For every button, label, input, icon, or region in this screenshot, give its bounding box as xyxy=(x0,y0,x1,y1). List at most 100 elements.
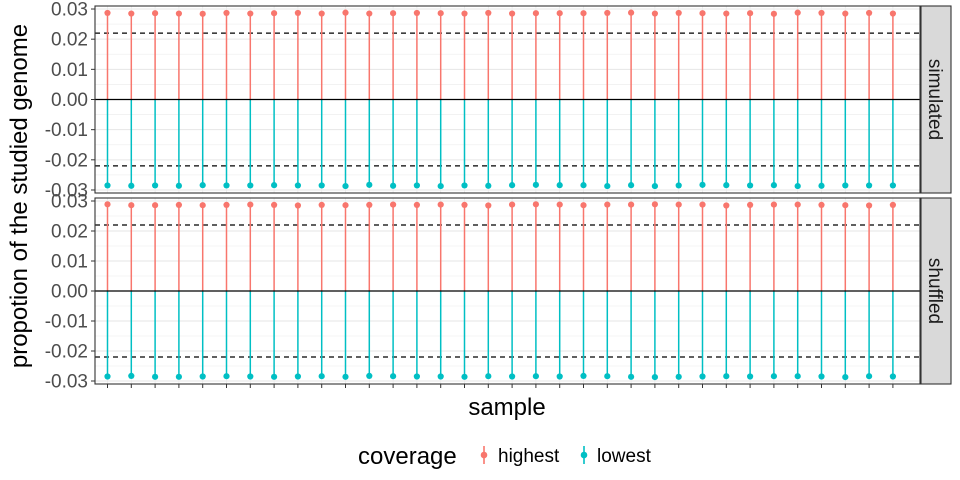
point-highest xyxy=(723,10,730,17)
legend-title: coverage xyxy=(358,443,457,470)
strip-label: simulated xyxy=(924,59,945,140)
point-lowest xyxy=(152,182,159,189)
point-highest xyxy=(294,202,301,209)
point-lowest xyxy=(128,372,135,379)
point-highest xyxy=(366,10,373,17)
point-lowest xyxy=(532,181,540,188)
point-highest xyxy=(604,9,611,17)
point-highest xyxy=(628,201,635,208)
point-lowest xyxy=(104,182,111,189)
point-highest xyxy=(437,10,444,17)
point-lowest xyxy=(152,373,159,380)
point-lowest xyxy=(413,182,420,189)
y-tick-label: -0.03 xyxy=(45,372,88,393)
point-highest xyxy=(699,201,706,208)
point-highest xyxy=(104,201,111,208)
point-lowest xyxy=(247,182,254,189)
point-highest xyxy=(437,201,444,208)
point-lowest xyxy=(461,373,468,380)
x-axis-title: sample xyxy=(468,394,545,421)
point-lowest xyxy=(532,373,540,380)
panels-layer: 0.03 0.02 0.01 0.00 -0.01 -0.02 -0.03 simulated… xyxy=(45,0,952,393)
y-tick-label: 0.02 xyxy=(51,30,88,51)
point-highest xyxy=(413,201,420,208)
point-highest xyxy=(794,201,801,208)
point-lowest xyxy=(675,182,682,189)
y-axis-title: propotion of the studied genome xyxy=(6,24,33,368)
point-highest xyxy=(175,201,182,208)
point-lowest xyxy=(818,182,825,189)
point-lowest xyxy=(390,373,397,380)
point-highest xyxy=(318,201,325,208)
point-highest xyxy=(580,202,587,209)
point-highest xyxy=(866,202,873,209)
point-highest xyxy=(247,10,254,17)
point-lowest xyxy=(580,182,587,189)
y-tick-label: 0.00 xyxy=(51,282,88,303)
point-highest xyxy=(390,10,397,17)
point-lowest xyxy=(723,182,730,189)
point-lowest xyxy=(556,373,563,380)
legend-key-lowest xyxy=(580,446,588,464)
point-highest xyxy=(818,9,825,17)
point-lowest xyxy=(866,182,873,189)
point-highest xyxy=(699,10,706,17)
point-lowest xyxy=(175,182,182,189)
point-lowest xyxy=(175,373,182,380)
point-highest xyxy=(794,9,801,16)
point-lowest xyxy=(651,374,659,381)
point-lowest xyxy=(818,373,825,380)
point-lowest xyxy=(628,373,635,380)
point-highest xyxy=(223,201,230,208)
panel-simulated: 0.03 0.02 0.01 0.00 -0.01 -0.02 -0.03 simulated xyxy=(45,0,952,201)
point-highest xyxy=(342,202,349,209)
point-lowest xyxy=(842,374,849,381)
point-lowest xyxy=(604,373,611,380)
point-lowest xyxy=(223,373,230,380)
point-lowest xyxy=(413,373,420,380)
point-lowest xyxy=(794,182,801,190)
point-highest xyxy=(199,10,206,17)
point-highest xyxy=(104,9,111,17)
point-lowest xyxy=(699,373,706,380)
y-tick-label: -0.01 xyxy=(45,120,88,141)
point-lowest xyxy=(247,373,254,380)
point-highest xyxy=(175,10,182,17)
point-highest xyxy=(723,202,730,209)
point-lowest xyxy=(580,372,587,379)
y-tick-label: 0.00 xyxy=(51,90,88,111)
point-highest xyxy=(294,9,301,17)
point-lowest xyxy=(342,182,349,190)
point-highest xyxy=(818,201,825,208)
point-lowest xyxy=(199,182,206,189)
point-highest xyxy=(556,201,563,208)
point-highest xyxy=(461,201,468,208)
point-highest xyxy=(152,10,159,17)
point-lowest xyxy=(437,182,444,190)
point-lowest xyxy=(342,373,349,380)
point-highest xyxy=(770,10,778,17)
point-lowest xyxy=(628,182,635,189)
point-lowest xyxy=(366,181,373,188)
point-lowest xyxy=(485,373,492,380)
point-highest xyxy=(580,10,587,17)
point-highest xyxy=(556,10,563,17)
point-highest xyxy=(866,9,873,17)
point-lowest xyxy=(318,373,325,380)
point-lowest xyxy=(461,182,468,189)
point-lowest xyxy=(675,373,682,380)
point-lowest xyxy=(508,373,516,380)
point-highest xyxy=(390,201,397,208)
point-highest xyxy=(485,202,492,209)
point-lowest xyxy=(866,373,873,380)
point-lowest xyxy=(651,182,659,190)
point-highest xyxy=(485,9,492,17)
point-lowest xyxy=(556,182,563,189)
strip-background xyxy=(920,5,952,194)
point-lowest xyxy=(747,182,754,189)
point-highest xyxy=(604,201,611,208)
point-lowest xyxy=(271,373,278,380)
point-highest xyxy=(247,201,254,208)
panel-shuffled: 0.03 0.02 0.01 0.00 -0.01 -0.02 -0.03 shuffled xyxy=(45,192,952,393)
